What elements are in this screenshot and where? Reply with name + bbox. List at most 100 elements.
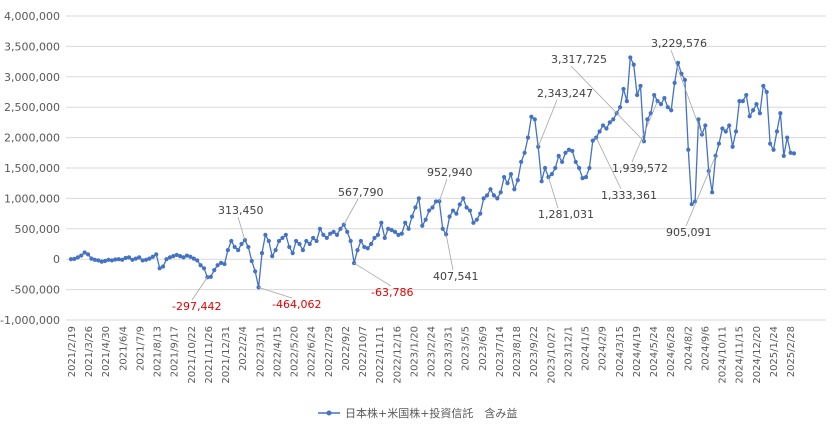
data-point (293, 238, 299, 244)
data-point (730, 144, 735, 149)
x-tick-label: 2024/12/20 (752, 326, 763, 384)
data-point (727, 123, 732, 128)
x-tick-label: 2022/12/16 (392, 326, 403, 384)
y-tick-label: 3,500,000 (4, 40, 60, 53)
x-tick-label: 2024/10/11 (718, 326, 729, 384)
data-point (96, 258, 101, 263)
annotation-label: 905,091 (666, 226, 712, 239)
data-point (164, 257, 169, 262)
data-point (239, 241, 244, 247)
x-tick-label: 2021/3/26 (84, 326, 95, 377)
data-point (587, 165, 592, 171)
data-point (522, 150, 527, 155)
data-point (406, 226, 411, 231)
annotation-leader (537, 99, 558, 147)
legend-label: 日本株+米国株+投資信託 含み益 (345, 406, 517, 420)
data-point (68, 257, 74, 262)
y-tick-label: 2,500,000 (4, 101, 60, 114)
data-point (382, 235, 387, 241)
data-point (396, 232, 401, 237)
gridlines (66, 15, 826, 321)
data-point (597, 129, 602, 134)
data-point (723, 129, 728, 134)
data-point (324, 235, 329, 241)
data-point (655, 99, 660, 104)
legend-marker-swatch (326, 410, 332, 416)
data-point (283, 232, 288, 237)
x-tick-label: 2023/8/18 (512, 326, 523, 377)
data-point (563, 150, 568, 155)
data-point (178, 254, 183, 259)
data-point (471, 220, 476, 225)
y-axis-tick-labels: 4,000,000 3,500,000 3,000,000 2,500,000 2,00… (0, 10, 60, 327)
data-point (757, 111, 762, 116)
data-point (113, 257, 118, 262)
data-point (682, 77, 687, 82)
data-point (761, 83, 766, 89)
data-point (604, 126, 609, 131)
data-point (478, 211, 483, 216)
y-tick-label: 1,000,000 (4, 192, 60, 205)
data-point (559, 159, 565, 165)
data-point (413, 205, 418, 210)
data-point (420, 223, 425, 228)
data-point (379, 220, 384, 225)
data-point (253, 269, 258, 274)
data-point (638, 83, 643, 89)
data-point (686, 147, 691, 152)
data-point (669, 108, 674, 113)
data-point (273, 247, 278, 253)
data-point (225, 247, 230, 253)
y-tick-label: 4,000,000 (4, 10, 60, 23)
data-point (750, 108, 756, 113)
data-point (512, 187, 517, 192)
annotation-leader (343, 198, 359, 225)
annotation-label: 3,229,576 (651, 37, 707, 50)
x-tick-label: 2024/1/5 (581, 326, 592, 371)
x-tick-label: 2024/3/15 (615, 326, 626, 377)
data-point (416, 196, 421, 201)
annotation-label: 1,333,361 (601, 189, 657, 202)
data-point (502, 175, 507, 180)
data-point (426, 208, 432, 213)
data-point (89, 256, 94, 261)
data-point (665, 105, 670, 110)
data-point (768, 141, 773, 146)
data-point (188, 254, 193, 259)
data-point (375, 232, 381, 237)
data-point (120, 257, 125, 262)
data-point (600, 123, 606, 128)
data-point (328, 231, 333, 236)
data-point (147, 256, 152, 261)
x-tick-label: 2023/7/14 (495, 326, 506, 377)
data-point (549, 171, 554, 177)
data-point (457, 202, 462, 207)
x-tick-label: 2024/11/15 (735, 326, 746, 384)
x-tick-label: 2022/4/15 (272, 326, 283, 377)
y-tick-label: 2,000,000 (4, 132, 60, 145)
annotation-label: 1,939,572 (612, 162, 668, 175)
data-point (652, 92, 657, 98)
data-point (532, 117, 537, 122)
data-point (461, 196, 466, 201)
data-point (372, 235, 377, 241)
data-point (103, 258, 108, 264)
annotation-leader (191, 277, 208, 301)
data-point (259, 251, 265, 256)
x-tick-label: 2022/7/29 (324, 326, 335, 377)
data-point (788, 150, 793, 155)
data-point (85, 252, 91, 257)
data-point (464, 205, 469, 210)
data-point (212, 268, 217, 273)
annotation-leader (631, 100, 658, 163)
data-point (218, 260, 224, 265)
x-tick-label: 2023/9/22 (529, 326, 540, 377)
data-point (287, 244, 292, 250)
annotation-label: 1,281,031 (538, 208, 594, 221)
y-tick-label: 0 (53, 253, 60, 266)
data-point (467, 208, 473, 213)
data-point (215, 263, 220, 268)
data-point (109, 258, 115, 263)
data-point (529, 114, 534, 119)
